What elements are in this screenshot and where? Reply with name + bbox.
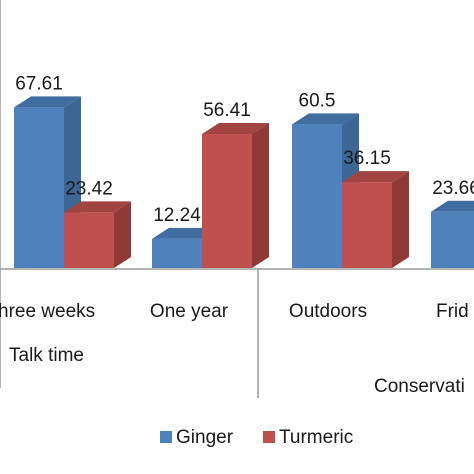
data-label-ginger-one-year: 12.24 <box>153 205 201 226</box>
data-label-ginger-outdoors: 60.5 <box>299 90 336 111</box>
category-label-one-year: One year <box>150 301 229 322</box>
bar-ginger-fridge <box>431 200 474 268</box>
legend-label-ginger: Ginger <box>176 427 234 448</box>
legend: Ginger Turmeric <box>160 427 353 448</box>
data-label-turmeric-outdoors: 36.15 <box>343 148 391 169</box>
bar-side-turmeric-three-weeks <box>114 201 131 268</box>
bar-side-turmeric-one-year <box>252 123 269 269</box>
bar-top-turmeric-outdoors <box>342 171 409 183</box>
bar-front-ginger-three-weeks <box>14 107 64 269</box>
bar-side-turmeric-outdoors <box>392 171 409 268</box>
data-label-ginger-three-weeks: 67.61 <box>15 73 63 94</box>
bar-front-ginger-one-year <box>152 238 202 268</box>
legend-swatch-turmeric <box>263 431 275 443</box>
axes <box>0 0 474 398</box>
bar-turmeric-one-year <box>202 123 269 269</box>
labels: hree weeks One year Outdoors Frid Talk t… <box>0 301 469 397</box>
bar-turmeric-outdoors <box>342 171 409 268</box>
bar-front-turmeric-one-year <box>202 134 252 268</box>
bar-top-turmeric-three-weeks <box>64 201 131 213</box>
data-label-ginger-fridge: 23.66 <box>432 178 474 199</box>
category-label-fridge: Frid <box>436 301 469 322</box>
data-label-turmeric-three-weeks: 23.42 <box>65 178 113 199</box>
category-label-three-weeks: hree weeks <box>0 301 95 322</box>
legend-label-turmeric: Turmeric <box>279 427 353 448</box>
bar-front-turmeric-outdoors <box>342 182 392 268</box>
bar-top-ginger-fridge <box>431 200 474 212</box>
bars: 67.61 23.42 12.24 56.41 60.5 36.15 23.66 <box>14 73 474 269</box>
data-label-turmeric-one-year: 56.41 <box>203 100 251 121</box>
legend-swatch-ginger <box>160 431 172 443</box>
bar-top-ginger-three-weeks <box>14 96 81 108</box>
bar-front-turmeric-three-weeks <box>64 212 114 268</box>
group-label-talk-time: Talk time <box>9 345 84 366</box>
category-label-outdoors: Outdoors <box>289 301 367 322</box>
group-label-conservation: Conservati <box>374 376 465 397</box>
bar-top-turmeric-one-year <box>202 123 269 135</box>
bar-front-ginger-fridge <box>431 211 474 268</box>
bar-top-ginger-outdoors <box>292 113 359 125</box>
bar-turmeric-three-weeks <box>64 201 131 268</box>
bar-front-ginger-outdoors <box>292 124 342 268</box>
